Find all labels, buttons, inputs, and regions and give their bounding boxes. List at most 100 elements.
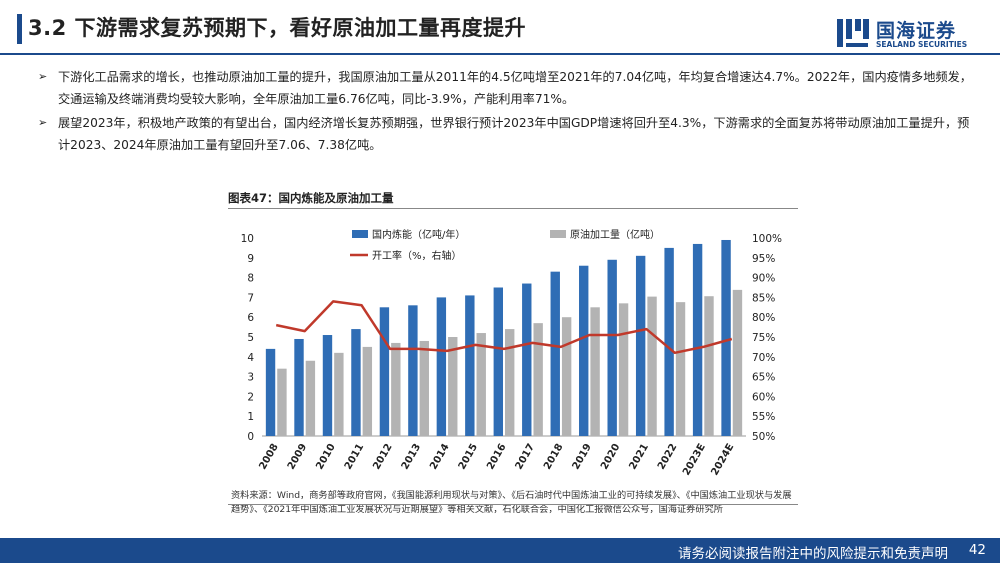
line-utilization bbox=[275, 300, 733, 355]
y-right-tick-label: 90% bbox=[752, 273, 775, 285]
bar-capacity bbox=[379, 307, 390, 436]
legend-label-utilization: 开工率（%，右轴） bbox=[372, 249, 462, 262]
bar-capacity bbox=[522, 283, 532, 436]
legend-swatch-capacity bbox=[352, 230, 368, 238]
figure-bottom-rule bbox=[228, 504, 798, 505]
y-right-tick-label: 60% bbox=[752, 391, 775, 403]
title-accent-bar bbox=[17, 14, 22, 44]
page-number: 42 bbox=[968, 542, 986, 558]
sealand-logo-icon bbox=[837, 19, 869, 47]
x-tick-label: 2011 bbox=[343, 442, 366, 472]
x-tick-label: 2009 bbox=[286, 442, 309, 472]
bar-processing bbox=[305, 360, 316, 436]
company-logo: 国海证券 SEALAND SECURITIES bbox=[836, 16, 986, 50]
x-tick-label: 2008 bbox=[257, 442, 280, 472]
y-left-tick-label: 1 bbox=[247, 411, 254, 423]
x-tick-label: 2024E bbox=[710, 442, 737, 478]
y-right-tick-label: 95% bbox=[752, 253, 775, 265]
y-left-tick-label: 0 bbox=[247, 431, 254, 443]
logo-text-en: SEALAND SECURITIES bbox=[876, 40, 968, 49]
figure-top-rule bbox=[228, 208, 798, 209]
header-divider bbox=[0, 53, 1000, 55]
legend-swatch-processing bbox=[550, 230, 566, 238]
bullet-text: 展望2023年，积极地产政策的有望出台，国内经济增长复苏预期强，世界银行预计20… bbox=[58, 116, 970, 152]
bullet-list: ➢ 下游化工品需求的增长，也推动原油加工量的提升，我国原油加工量从2011年的4… bbox=[38, 66, 973, 158]
bar-processing bbox=[505, 329, 515, 436]
bar-capacity bbox=[692, 243, 703, 436]
logo-text-cn: 国海证券 bbox=[876, 20, 957, 42]
bar-processing bbox=[419, 340, 429, 436]
bar-capacity bbox=[721, 239, 731, 436]
bar-capacity bbox=[408, 305, 418, 436]
bullet-item: ➢ 展望2023年，积极地产政策的有望出台，国内经济增长复苏预期强，世界银行预计… bbox=[38, 112, 973, 156]
x-tick-label: 2010 bbox=[314, 442, 337, 472]
bar-processing bbox=[704, 296, 714, 436]
x-tick-label: 2012 bbox=[371, 442, 394, 472]
bar-processing bbox=[732, 289, 743, 436]
bar-capacity bbox=[493, 287, 503, 436]
y-right-tick-label: 55% bbox=[752, 411, 775, 423]
bar-capacity bbox=[579, 265, 589, 436]
y-left-tick-label: 8 bbox=[247, 273, 254, 285]
y-right-tick-label: 100% bbox=[752, 233, 782, 245]
x-tick-label: 2015 bbox=[457, 442, 480, 472]
bullet-arrow-icon: ➢ bbox=[38, 70, 48, 83]
figure-title: 图表47：国内炼能及原油加工量 bbox=[228, 191, 394, 205]
bullet-text: 下游化工品需求的增长，也推动原油加工量的提升，我国原油加工量从2011年的4.5… bbox=[58, 70, 972, 106]
x-tick-label: 2023E bbox=[681, 442, 708, 478]
y-right-tick-label: 70% bbox=[752, 352, 775, 364]
x-tick-label: 2018 bbox=[542, 442, 565, 472]
footer-bar: 请务必阅读报告附注中的风险提示和免责声明 42 bbox=[0, 538, 1000, 563]
bar-capacity bbox=[265, 348, 276, 436]
bar-capacity bbox=[351, 329, 361, 436]
bar-processing bbox=[561, 317, 572, 436]
bar-processing bbox=[590, 307, 600, 436]
bar-processing bbox=[362, 346, 373, 436]
footer-disclaimer: 请务必阅读报告附注中的风险提示和免责声明 bbox=[678, 546, 948, 562]
y-left-tick-label: 5 bbox=[247, 332, 254, 344]
legend-label-processing: 原油加工量（亿吨） bbox=[570, 228, 660, 241]
figure-source: 资料来源：Wind，商务部等政府官网，《我国能源利用现状与对策》、《后石油时代中… bbox=[231, 490, 792, 515]
y-left-tick-label: 2 bbox=[247, 391, 254, 403]
bar-processing bbox=[334, 352, 344, 436]
y-left-tick-label: 6 bbox=[247, 312, 254, 324]
bar-capacity bbox=[607, 259, 617, 436]
bar-capacity bbox=[465, 295, 475, 436]
bar-processing bbox=[476, 333, 486, 436]
x-tick-label: 2022 bbox=[656, 442, 679, 472]
y-left-tick-label: 9 bbox=[247, 253, 254, 265]
bar-capacity bbox=[635, 255, 646, 436]
bar-capacity bbox=[322, 335, 333, 436]
y-right-tick-label: 80% bbox=[752, 312, 775, 324]
bar-processing bbox=[391, 342, 401, 436]
x-tick-label: 2013 bbox=[400, 442, 423, 472]
bar-capacity bbox=[550, 271, 560, 436]
y-left-tick-label: 10 bbox=[241, 233, 254, 245]
slide-header: 3.2 下游需求复苏预期下，看好原油加工量再度提升 国海证券 SEALAND S… bbox=[0, 0, 1000, 58]
combo-chart: 0 1 2 3 4 5 6 7 8 9 10 50% 55% 60% 65% 70% 75% 80% 85% 90% 9… bbox=[241, 228, 782, 478]
bar-processing bbox=[533, 323, 543, 436]
x-tick-label: 2017 bbox=[514, 442, 537, 472]
y-right-tick-label: 65% bbox=[752, 372, 775, 384]
bar-processing bbox=[647, 296, 657, 436]
bar-capacity bbox=[436, 297, 447, 436]
bar-capacity bbox=[664, 247, 674, 436]
bullet-arrow-icon: ➢ bbox=[38, 116, 48, 129]
x-tick-label: 2019 bbox=[571, 442, 594, 472]
page-title: 3.2 下游需求复苏预期下，看好原油加工量再度提升 bbox=[28, 16, 527, 40]
y-left-tick-label: 3 bbox=[247, 372, 254, 384]
y-right-tick-label: 75% bbox=[752, 332, 775, 344]
x-tick-label: 2021 bbox=[628, 442, 651, 472]
bar-processing bbox=[277, 368, 287, 436]
x-tick-label: 2020 bbox=[599, 442, 622, 472]
bar-processing bbox=[675, 302, 686, 436]
y-left-tick-label: 7 bbox=[247, 292, 254, 304]
y-left-tick-label: 4 bbox=[247, 352, 254, 364]
bar-processing bbox=[448, 337, 458, 436]
bullet-item: ➢ 下游化工品需求的增长，也推动原油加工量的提升，我国原油加工量从2011年的4… bbox=[38, 66, 973, 110]
chart-figure: 图表47：国内炼能及原油加工量 0 1 2 3 4 5 6 7 8 9 10 50% 55% 60% 65%… bbox=[228, 190, 798, 540]
x-tick-label: 2016 bbox=[485, 442, 508, 472]
y-right-tick-label: 85% bbox=[752, 292, 775, 304]
bar-processing bbox=[618, 303, 629, 436]
x-tick-label: 2014 bbox=[428, 442, 451, 472]
